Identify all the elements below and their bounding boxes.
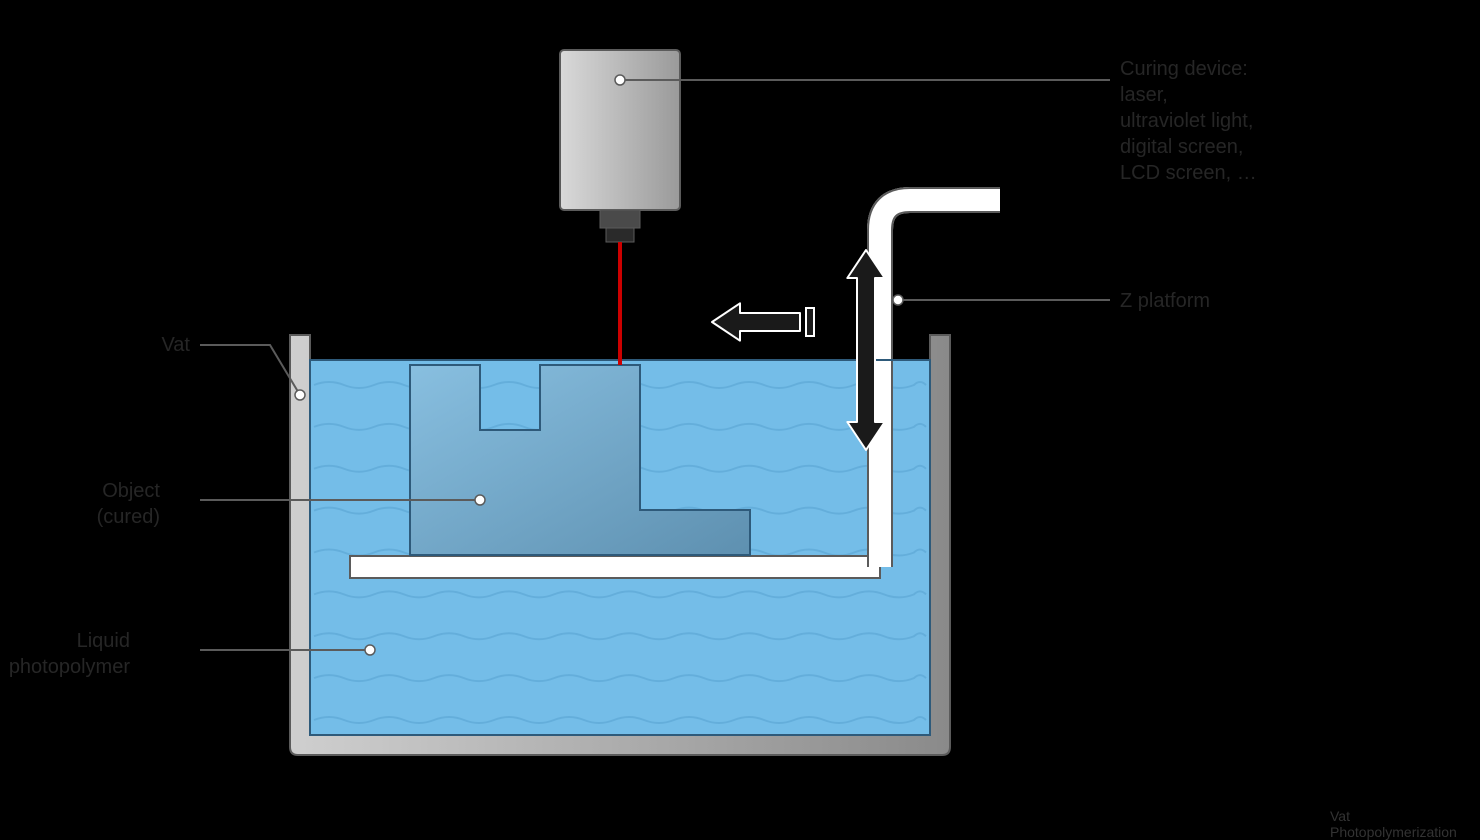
diagram-svg [0,0,1480,840]
label-object: Object (cured) [97,478,160,530]
label-z-platform: Z platform [1120,288,1210,314]
label-vat: Vat [161,332,190,358]
attribution-text: Vat Photopolymerization [1330,808,1480,840]
label-liquid: Liquid photopolymer [9,628,130,680]
label-curing-device: Curing device: laser, ultraviolet light,… [1120,56,1257,186]
